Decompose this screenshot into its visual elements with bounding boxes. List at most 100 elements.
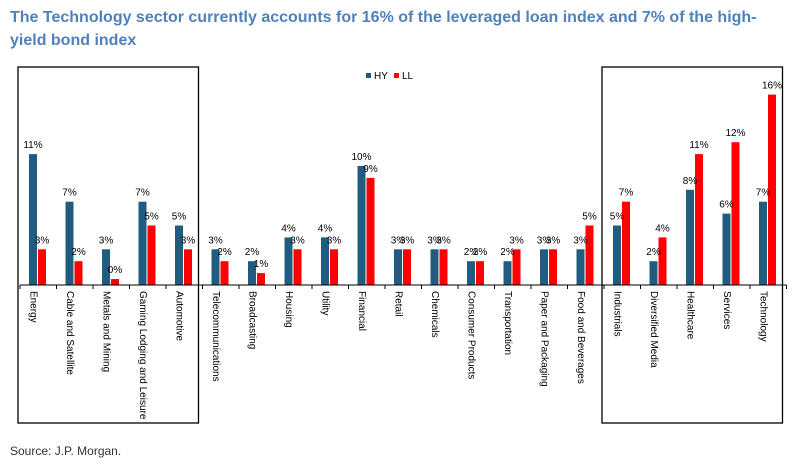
x-axis-ticks <box>19 285 787 289</box>
data-label-hy-4: 7% <box>135 188 150 199</box>
data-label-ll-13: 2% <box>473 247 488 258</box>
category-label-11: Retail <box>392 291 403 317</box>
data-label-hy-16: 3% <box>573 235 588 246</box>
category-label-15: Paper and Packaging <box>538 291 549 387</box>
value-labels: 11%7%3%7%5%3%2%4% 4%10%3% 3%2% 2%3% 3%5%2%8%… <box>23 81 782 276</box>
category-label-21: Technology <box>757 291 768 342</box>
data-label-ll-2: 2% <box>71 247 86 258</box>
data-label-hy-10: 10% <box>351 152 371 163</box>
bar-ll-4 <box>147 225 156 285</box>
data-label-hy-18: 2% <box>646 247 661 258</box>
data-label-ll-16: 5% <box>582 212 597 223</box>
data-label-hy-13: 2% <box>464 247 479 258</box>
data-label-hy-14: 2% <box>500 247 515 258</box>
bar-hy-14 <box>503 261 512 285</box>
bar-hy-13 <box>467 261 475 285</box>
data-label-hy-8: 4% <box>281 223 296 234</box>
bar-ll-21 <box>768 94 776 285</box>
bar-hy-20 <box>722 213 731 285</box>
category-label-10: Financial <box>356 291 367 331</box>
data-label-hy-17: 5% <box>610 212 625 223</box>
bar-hy-2 <box>65 201 74 285</box>
bar-hy-6 <box>211 249 220 285</box>
bar-ll-9 <box>330 249 338 285</box>
bar-ll-10 <box>366 177 375 285</box>
data-label-hy-9: 4% <box>318 223 333 234</box>
category-label-5: Automotive <box>173 291 184 341</box>
data-label-hy-20: 6% <box>719 200 734 211</box>
data-label-ll-9: 3% <box>327 235 342 246</box>
category-label-12: Chemicals <box>429 291 440 338</box>
category-label-13: Consumer Products <box>465 291 476 379</box>
category-label-14: Transportation <box>502 291 513 355</box>
category-label-20: Services <box>721 291 732 329</box>
legend-label-hy: HY <box>374 71 388 82</box>
data-label-ll-18: 4% <box>655 223 670 234</box>
bar-hy-8 <box>284 237 293 285</box>
bar-hy-12 <box>430 249 439 285</box>
category-label-3: Metals and Mining <box>100 291 111 372</box>
bar-ll-17 <box>622 201 630 285</box>
bar-hy-7 <box>248 261 256 285</box>
data-label-hy-11: 3% <box>391 235 406 246</box>
bar-ll-3 <box>111 279 119 285</box>
category-label-9: Utility <box>319 291 330 315</box>
data-label-hy-21: 7% <box>756 188 771 199</box>
highlight-boxes <box>17 66 784 424</box>
bar-hy-15 <box>540 249 548 285</box>
data-label-hy-7: 2% <box>245 247 260 258</box>
bar-hy-9 <box>321 237 329 285</box>
data-label-hy-3: 3% <box>99 235 114 246</box>
bar-ll-5 <box>184 249 192 285</box>
category-labels: Energy Cable and Satellite Metals and Mini… <box>27 291 768 420</box>
bar-chart: 11%7%3%7%5%3%2%4% 4%10%3% 3%2% 2%3% 3%5%2%8%… <box>17 66 787 424</box>
data-label-hy-5: 5% <box>172 212 187 223</box>
legend-swatch-ll <box>394 73 399 78</box>
data-label-ll-12: 3% <box>436 235 451 246</box>
category-label-4: Gaming Lodging and Leisure <box>137 291 148 420</box>
bar-hy-19 <box>686 189 694 285</box>
legend: HY LL <box>366 71 414 82</box>
data-label-ll-8: 3% <box>290 235 305 246</box>
bar-ll-13 <box>476 261 484 285</box>
bar-ll-19 <box>695 154 703 285</box>
data-label-ll-14: 3% <box>509 235 524 246</box>
bar-hy-18 <box>649 261 658 285</box>
bar-hy-1 <box>29 154 37 285</box>
category-label-8: Housing <box>283 291 294 328</box>
bar-ll-15 <box>549 249 557 285</box>
legend-label-ll: LL <box>402 71 414 82</box>
data-label-ll-1: 3% <box>35 235 50 246</box>
data-label-ll-21: 16% <box>762 81 782 92</box>
bar-ll-18 <box>658 237 667 285</box>
data-label-ll-17: 7% <box>619 188 634 199</box>
category-label-6: Telecommunications <box>210 291 221 382</box>
bar-ll-16 <box>585 225 594 285</box>
bar-ll-11 <box>403 249 411 285</box>
bar-hy-3 <box>102 249 110 285</box>
data-label-hy-2: 7% <box>62 188 77 199</box>
data-label-ll-6: 2% <box>217 247 232 258</box>
category-label-1: Energy <box>27 291 38 323</box>
legend-swatch-hy <box>366 73 371 78</box>
source-note: Source: J.P. Morgan. <box>10 444 122 458</box>
data-label-ll-4: 5% <box>144 212 159 223</box>
bar-hy-5 <box>175 225 183 285</box>
bar-ll-1 <box>38 249 46 285</box>
data-label-ll-20: 12% <box>725 128 745 139</box>
data-label-ll-10: 9% <box>363 164 378 175</box>
bar-hy-17 <box>613 225 621 285</box>
category-label-17: Industrials <box>611 291 622 337</box>
bar-ll-20 <box>731 142 740 285</box>
highlight-box-2 <box>601 66 784 424</box>
bar-hy-16 <box>576 249 585 285</box>
data-label-ll-5: 3% <box>181 235 196 246</box>
data-label-ll-15: 3% <box>546 235 561 246</box>
category-label-19: Healthcare <box>684 291 695 340</box>
bar-hy-21 <box>759 201 767 285</box>
category-label-7: Broadcasting <box>246 291 257 349</box>
data-label-ll-19: 11% <box>689 140 708 151</box>
bar-ll-6 <box>220 261 229 285</box>
data-label-hy-6: 3% <box>208 235 223 246</box>
bar-hy-10 <box>357 166 366 285</box>
